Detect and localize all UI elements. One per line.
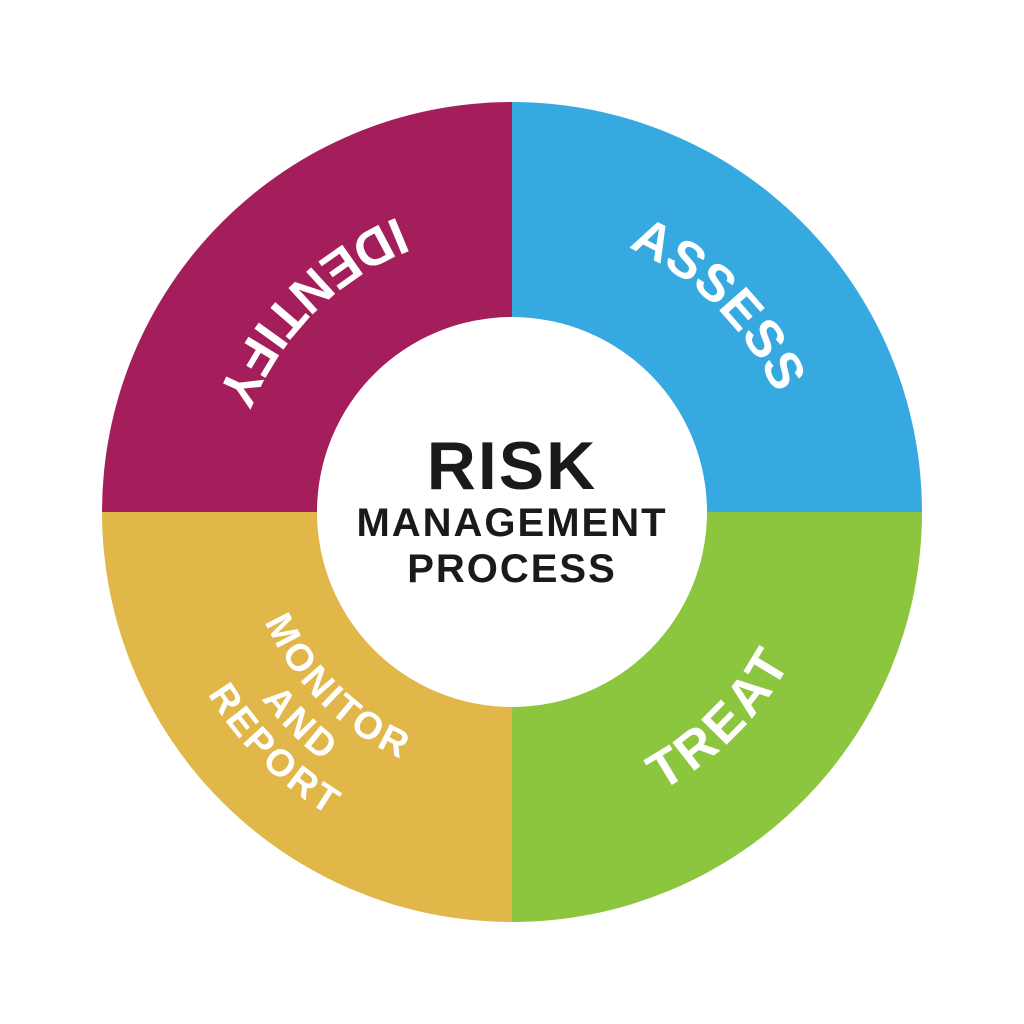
risk-management-donut: ASSESSTREATMONITORANDREPORTIDENTIFY RISK… bbox=[102, 102, 922, 922]
center-line3: PROCESS bbox=[356, 546, 667, 592]
center-line2: MANAGEMENT bbox=[356, 500, 667, 546]
center-line1: RISK bbox=[356, 432, 667, 500]
center-label: RISK MANAGEMENT PROCESS bbox=[356, 432, 667, 592]
